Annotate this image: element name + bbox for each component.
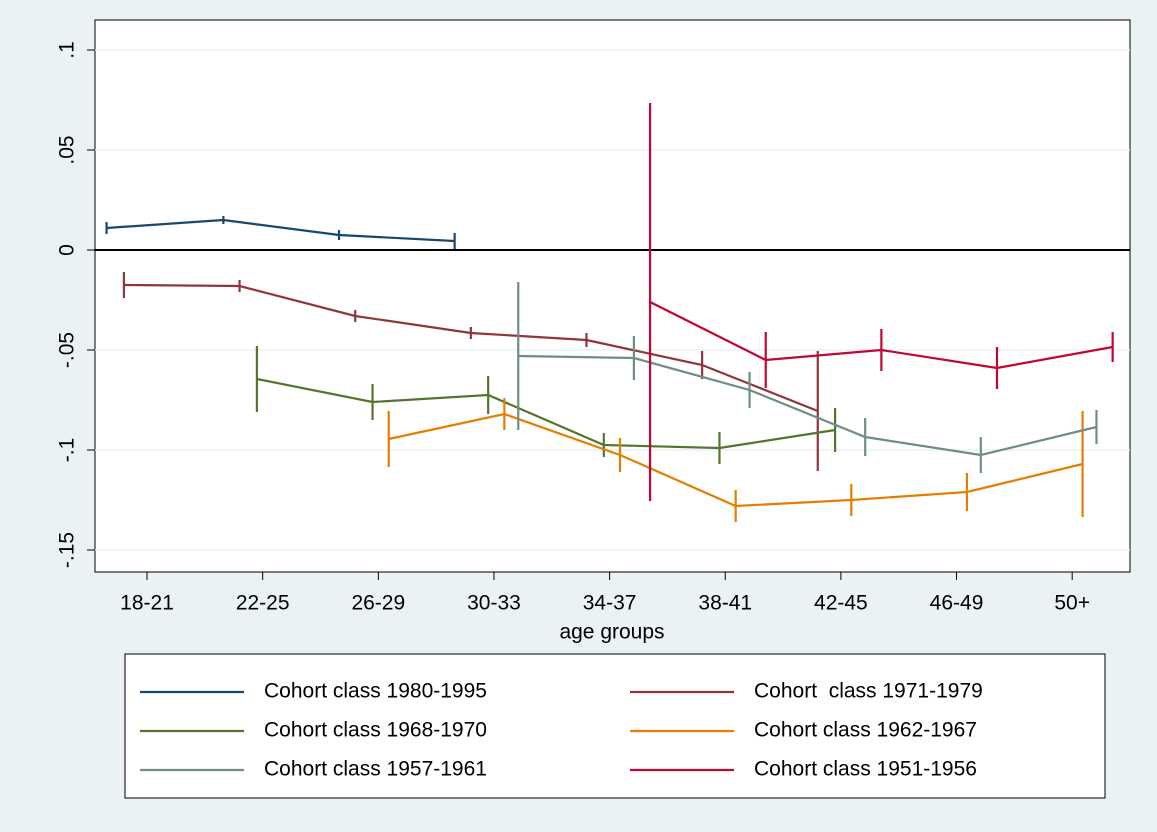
legend-label: Cohort class 1951-1956 xyxy=(754,758,977,781)
x-tick-label: 42-45 xyxy=(814,592,868,615)
legend-label: Cohort class 1957-1961 xyxy=(264,758,487,781)
x-axis-label: age groups xyxy=(559,621,664,644)
x-tick-label: 26-29 xyxy=(351,592,405,615)
x-tick-label: 46-49 xyxy=(930,592,984,615)
plot-area xyxy=(94,19,1131,573)
series-line xyxy=(518,354,1097,457)
legend-label: Cohort class 1962-1967 xyxy=(754,719,977,742)
x-tick-label: 18-21 xyxy=(120,592,174,615)
series-line xyxy=(106,218,455,243)
x-tick-label: 38-41 xyxy=(698,592,752,615)
x-tick-label: 22-25 xyxy=(236,592,290,615)
y-tick-label: -.15 xyxy=(56,532,79,568)
y-tick-label: .05 xyxy=(56,135,79,164)
y-tick-label: -.1 xyxy=(56,438,79,463)
legend-label: Cohort class 1968-1970 xyxy=(264,719,487,742)
x-tick-label: 50+ xyxy=(1054,592,1090,615)
y-tick-label: .1 xyxy=(56,41,79,59)
legend-label: Cohort class 1980-1995 xyxy=(264,680,487,703)
y-tick-label: 0 xyxy=(56,244,79,256)
x-tick-label: 30-33 xyxy=(467,592,521,615)
legend-box xyxy=(124,653,1106,799)
legend-label: Cohort class 1971-1979 xyxy=(754,680,983,703)
series-line xyxy=(256,377,836,450)
x-tick-label: 34-37 xyxy=(583,592,637,615)
y-tick-label: -.05 xyxy=(56,332,79,368)
